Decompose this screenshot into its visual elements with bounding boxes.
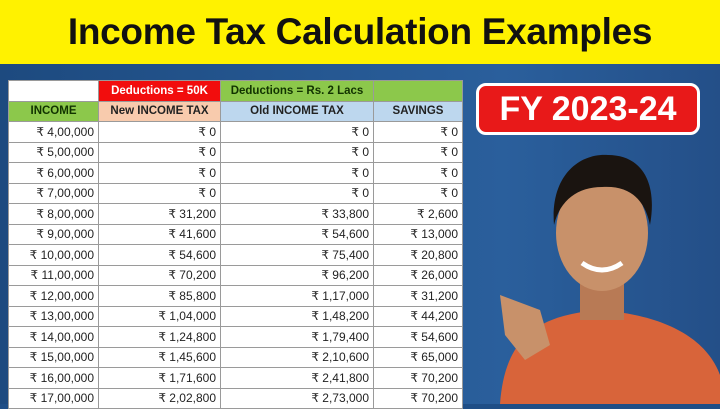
cell-savings: ₹ 2,600 (373, 203, 463, 225)
cell-old-tax: ₹ 1,48,200 (220, 305, 374, 327)
table-row: ₹ 14,00,000 ₹ 1,24,800 ₹ 1,79,400 ₹ 54,600 (8, 326, 463, 348)
cell-old-tax: ₹ 1,79,400 (220, 326, 374, 348)
cell-old-tax: ₹ 33,800 (220, 203, 374, 225)
table-row: ₹ 5,00,000 ₹ 0 ₹ 0 ₹ 0 (8, 141, 463, 163)
face (556, 175, 648, 291)
group-header-savings (373, 80, 463, 102)
cell-income: ₹ 4,00,000 (8, 121, 99, 143)
cell-income: ₹ 16,00,000 (8, 367, 99, 389)
cell-new-tax: ₹ 54,600 (98, 244, 221, 266)
tax-table: Deductions = 50K Deductions = Rs. 2 Lacs… (8, 80, 463, 409)
cell-new-tax: ₹ 41,600 (98, 223, 221, 245)
cell-new-tax: ₹ 0 (98, 162, 221, 184)
cell-income: ₹ 8,00,000 (8, 203, 99, 225)
cell-income: ₹ 11,00,000 (8, 264, 99, 286)
cell-new-tax: ₹ 0 (98, 141, 221, 163)
cell-old-tax: ₹ 2,73,000 (220, 387, 374, 409)
header-savings: SAVINGS (373, 100, 463, 122)
cell-savings: ₹ 70,200 (373, 367, 463, 389)
cell-income: ₹ 17,00,000 (8, 387, 99, 409)
cell-savings: ₹ 0 (373, 162, 463, 184)
cell-savings: ₹ 65,000 (373, 346, 463, 368)
table-row: ₹ 17,00,000 ₹ 2,02,800 ₹ 2,73,000 ₹ 70,200 (8, 387, 463, 409)
page-title: Income Tax Calculation Examples (67, 11, 653, 52)
header-income: INCOME (8, 100, 99, 122)
cell-savings: ₹ 0 (373, 182, 463, 204)
header-new-tax: New INCOME TAX (98, 100, 221, 122)
cell-new-tax: ₹ 0 (98, 182, 221, 204)
cell-income: ₹ 12,00,000 (8, 285, 99, 307)
cell-new-tax: ₹ 70,200 (98, 264, 221, 286)
cell-savings: ₹ 20,800 (373, 244, 463, 266)
cell-income: ₹ 5,00,000 (8, 141, 99, 163)
cell-savings: ₹ 26,000 (373, 264, 463, 286)
fy-badge: FY 2023-24 (476, 83, 700, 135)
cell-new-tax: ₹ 31,200 (98, 203, 221, 225)
table-row: ₹ 10,00,000 ₹ 54,600 ₹ 75,400 ₹ 20,800 (8, 244, 463, 266)
cell-old-tax: ₹ 0 (220, 141, 374, 163)
table-row: ₹ 15,00,000 ₹ 1,45,600 ₹ 2,10,600 ₹ 65,000 (8, 346, 463, 368)
cell-old-tax: ₹ 0 (220, 182, 374, 204)
table-row: ₹ 8,00,000 ₹ 31,200 ₹ 33,800 ₹ 2,600 (8, 203, 463, 225)
cell-savings: ₹ 44,200 (373, 305, 463, 327)
smile (580, 260, 624, 273)
shirt (500, 310, 720, 404)
cell-new-tax: ₹ 1,04,000 (98, 305, 221, 327)
cell-new-tax: ₹ 85,800 (98, 285, 221, 307)
table-row: ₹ 4,00,000 ₹ 0 ₹ 0 ₹ 0 (8, 121, 463, 143)
cell-savings: ₹ 0 (373, 141, 463, 163)
cell-new-tax: ₹ 1,45,600 (98, 346, 221, 368)
cell-savings: ₹ 31,200 (373, 285, 463, 307)
cell-new-tax: ₹ 1,24,800 (98, 326, 221, 348)
cell-savings: ₹ 13,000 (373, 223, 463, 245)
cell-old-tax: ₹ 96,200 (220, 264, 374, 286)
cell-old-tax: ₹ 2,10,600 (220, 346, 374, 368)
table-row: ₹ 7,00,000 ₹ 0 ₹ 0 ₹ 0 (8, 182, 463, 204)
cell-old-tax: ₹ 0 (220, 121, 374, 143)
header-row: INCOME New INCOME TAX Old INCOME TAX SAV… (8, 100, 463, 122)
table-row: ₹ 6,00,000 ₹ 0 ₹ 0 ₹ 0 (8, 162, 463, 184)
table-row: ₹ 9,00,000 ₹ 41,600 ₹ 54,600 ₹ 13,000 (8, 223, 463, 245)
cell-new-tax: ₹ 1,71,600 (98, 367, 221, 389)
cell-income: ₹ 13,00,000 (8, 305, 99, 327)
header-old-tax: Old INCOME TAX (220, 100, 374, 122)
cell-income: ₹ 15,00,000 (8, 346, 99, 368)
pointing-hand (500, 295, 550, 360)
table-row: ₹ 12,00,000 ₹ 85,800 ₹ 1,17,000 ₹ 31,200 (8, 285, 463, 307)
group-header-new: Deductions = 50K (98, 80, 221, 102)
hair (553, 154, 652, 225)
cell-savings: ₹ 54,600 (373, 326, 463, 348)
cell-old-tax: ₹ 75,400 (220, 244, 374, 266)
table-row: ₹ 13,00,000 ₹ 1,04,000 ₹ 1,48,200 ₹ 44,200 (8, 305, 463, 327)
cell-savings: ₹ 70,200 (373, 387, 463, 409)
cell-income: ₹ 14,00,000 (8, 326, 99, 348)
cell-new-tax: ₹ 2,02,800 (98, 387, 221, 409)
table-row: ₹ 11,00,000 ₹ 70,200 ₹ 96,200 ₹ 26,000 (8, 264, 463, 286)
cell-old-tax: ₹ 2,41,800 (220, 367, 374, 389)
cell-old-tax: ₹ 1,17,000 (220, 285, 374, 307)
cell-income: ₹ 9,00,000 (8, 223, 99, 245)
table-row: ₹ 16,00,000 ₹ 1,71,600 ₹ 2,41,800 ₹ 70,200 (8, 367, 463, 389)
cell-old-tax: ₹ 0 (220, 162, 374, 184)
cell-income: ₹ 7,00,000 (8, 182, 99, 204)
title-banner: Income Tax Calculation Examples (0, 0, 720, 64)
cell-new-tax: ₹ 0 (98, 121, 221, 143)
group-header-row: Deductions = 50K Deductions = Rs. 2 Lacs (8, 80, 463, 102)
cell-income: ₹ 10,00,000 (8, 244, 99, 266)
group-header-empty (8, 80, 99, 102)
cell-old-tax: ₹ 54,600 (220, 223, 374, 245)
cell-savings: ₹ 0 (373, 121, 463, 143)
cell-income: ₹ 6,00,000 (8, 162, 99, 184)
group-header-old: Deductions = Rs. 2 Lacs (220, 80, 374, 102)
presenter-photo (500, 154, 720, 404)
